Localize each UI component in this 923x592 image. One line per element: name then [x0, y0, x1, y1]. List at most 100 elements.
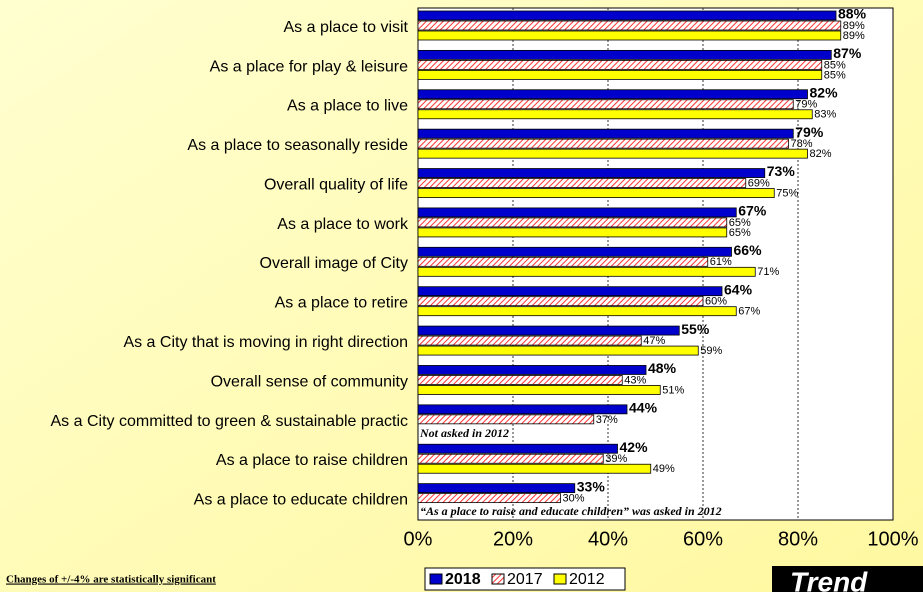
bar — [417, 69, 823, 80]
x-tick-label: 20% — [493, 528, 533, 550]
bar — [417, 266, 756, 277]
y-tick-label: As a City committed to green & sustainab… — [51, 413, 409, 430]
legend-swatch — [491, 573, 505, 585]
data-label: 64% — [724, 281, 753, 297]
data-label: 61% — [710, 256, 732, 268]
bar — [417, 138, 789, 149]
bar — [417, 59, 823, 70]
bar — [417, 453, 604, 464]
y-tick-label: As a place to educate children — [194, 492, 408, 509]
y-tick-label: As a place to raise children — [216, 452, 408, 469]
data-label: 82% — [810, 84, 839, 100]
data-label: 59% — [700, 345, 722, 357]
bar — [417, 375, 623, 385]
bar — [417, 148, 808, 159]
y-tick-label: As a City that is moving in right direct… — [123, 334, 408, 351]
data-label: 33% — [577, 478, 606, 494]
annotation: “As a place to raise and educate childre… — [420, 504, 722, 518]
data-label: 60% — [705, 296, 727, 308]
bar — [417, 99, 794, 110]
legend-swatch — [553, 573, 567, 585]
x-tick-label: 100% — [867, 528, 918, 550]
bar — [417, 483, 576, 494]
data-label: 82% — [810, 148, 832, 160]
data-label: 85% — [824, 59, 846, 71]
y-tick-label: As a place to work — [277, 216, 409, 233]
data-label: 39% — [605, 453, 627, 465]
annotation: Trend — [790, 566, 868, 592]
y-tick-label: Overall quality of life — [264, 176, 408, 193]
data-label: 71% — [757, 266, 779, 278]
data-label: 65% — [729, 227, 751, 239]
bar — [417, 385, 661, 395]
x-tick-label: 60% — [683, 528, 723, 550]
data-label: 88% — [838, 6, 867, 22]
data-label: 75% — [776, 187, 798, 199]
data-label: 51% — [662, 384, 684, 396]
data-label: 79% — [795, 99, 817, 111]
bar — [417, 365, 647, 375]
x-tick-label: 80% — [778, 528, 818, 550]
y-tick-label: As a place to visit — [284, 19, 409, 36]
data-label: 43% — [624, 374, 646, 386]
bar — [417, 217, 728, 228]
bar — [417, 335, 642, 346]
bar — [417, 128, 794, 139]
y-tick-label: As a place for play & leisure — [210, 58, 408, 75]
annotation: Changes of +/-4% are statistically signi… — [6, 574, 216, 586]
bar — [417, 30, 842, 41]
data-label: 66% — [734, 242, 763, 258]
bar — [417, 168, 766, 178]
data-label: 49% — [653, 463, 675, 475]
data-label: 79% — [795, 124, 824, 140]
data-label: 78% — [791, 138, 813, 150]
data-label: 83% — [814, 109, 836, 121]
data-label: 73% — [767, 163, 796, 179]
bar — [417, 109, 813, 120]
y-tick-label: As a place to live — [287, 98, 408, 115]
x-tick-label: 40% — [588, 528, 628, 550]
data-label: 89% — [843, 20, 865, 32]
data-label: 85% — [824, 69, 846, 81]
data-label: 65% — [729, 217, 751, 229]
data-label: 37% — [596, 414, 618, 426]
bar — [417, 178, 747, 188]
bar — [417, 463, 652, 474]
data-label: 67% — [738, 306, 760, 318]
bar — [417, 20, 842, 31]
legend-label: 2017 — [507, 571, 543, 588]
y-tick-label: Overall sense of community — [211, 373, 408, 390]
data-label: 89% — [843, 30, 865, 42]
data-label: 42% — [620, 439, 649, 455]
bar — [417, 345, 699, 356]
legend-label: 2012 — [569, 571, 605, 588]
bar — [417, 246, 732, 257]
data-label: 47% — [643, 335, 665, 347]
bar — [417, 286, 723, 297]
bar — [417, 227, 728, 238]
bar — [417, 49, 832, 60]
bar — [417, 207, 737, 218]
data-label: 55% — [681, 321, 710, 337]
bar — [417, 256, 709, 267]
bar — [417, 404, 628, 415]
y-tick-label: As a place to retire — [275, 295, 409, 312]
bar — [417, 493, 561, 504]
data-label: 44% — [629, 400, 658, 416]
bar — [417, 296, 704, 307]
bar — [417, 306, 737, 317]
bar — [417, 89, 808, 100]
y-tick-label: As a place to seasonally reside — [187, 137, 408, 154]
trend-badge — [772, 566, 923, 592]
data-label: 69% — [748, 177, 770, 189]
legend-label: 2018 — [445, 571, 481, 588]
annotation: Not asked in 2012 — [419, 426, 509, 440]
legend — [424, 567, 626, 591]
bar — [417, 10, 837, 21]
data-label: 30% — [563, 493, 585, 505]
bar — [417, 188, 775, 198]
bar — [417, 414, 595, 425]
legend-swatch — [429, 573, 443, 585]
x-tick-label: 0% — [404, 528, 433, 550]
